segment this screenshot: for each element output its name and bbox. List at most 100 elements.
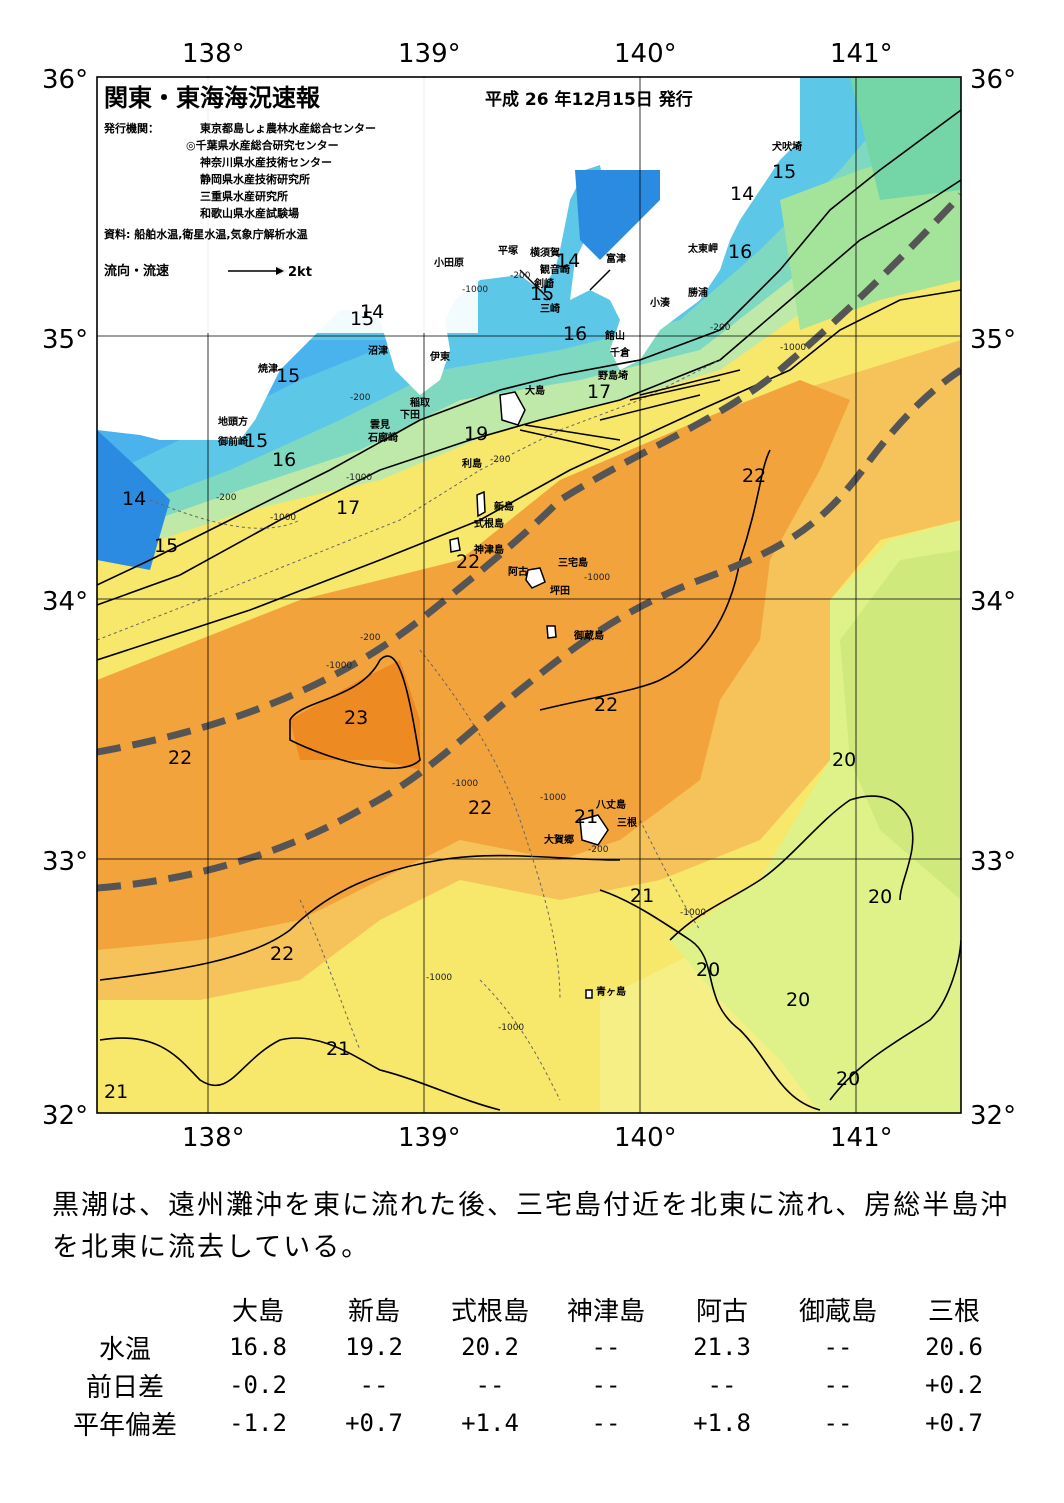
issuer-item: 静岡県水産技術研究所 [200,172,310,186]
lon-label: 139° [398,39,461,69]
table-cell: -1.2 [229,1409,287,1437]
isotherm-label: 17 [587,381,611,403]
isotherm-label: 16 [728,241,752,263]
table-cell: +1.4 [461,1409,519,1437]
issuer-label: 発行機関： [103,121,159,135]
row-header: 水温 [98,1334,151,1365]
place-label: 野島埼 [598,369,628,382]
lat-label: 35° [970,325,1016,355]
depth-label: -200 [360,633,381,643]
place-label: 小湊 [649,296,671,309]
depth-label: -1000 [270,513,296,523]
column-header: 御蔵島 [798,1296,877,1327]
isotherm-label: 15 [772,161,796,183]
place-label: 横須賀 [530,246,560,259]
isotherm-label: 21 [630,885,654,907]
place-label: 館山 [604,329,625,342]
table-corner [50,1290,200,1328]
isotherm-labels: 15 14 16 14 15 16 17 14 15 15 16 17 19 2… [104,161,892,1103]
table-cell: -- [475,1371,505,1399]
depth-labels: -200 -1000 -1000 -200 -200 -1000 -200 -1… [216,271,806,1033]
issue-date: 平成 26 年12月15日 発行 [485,89,693,110]
isotherm-label: 20 [786,989,810,1011]
place-label: 小田原 [433,256,464,269]
place-label: 伊東 [429,350,450,363]
place-label: 雲見 [370,419,390,431]
place-label: 犬吠埼 [772,140,802,153]
place-label: 三崎 [540,302,560,315]
table-cell: -- [591,1333,621,1361]
table-cell: +0.7 [345,1409,403,1437]
table-cell: -- [823,1333,853,1361]
isotherm-label: 15 [244,430,268,452]
depth-label: -200 [216,493,237,503]
table-cell: -- [823,1371,853,1399]
table-cell: -- [707,1371,737,1399]
isotherm-label: 14 [730,183,754,205]
isotherm-label: 15 [350,308,374,330]
place-label: 沼津 [368,344,388,357]
table-cell: +1.8 [693,1409,751,1437]
isotherm-label: 22 [742,465,766,487]
table-cell: -- [591,1409,621,1437]
place-label: 利島 [462,457,482,470]
flow-scale-label: 2kt [288,265,312,280]
isotherm-label: 20 [836,1068,860,1090]
place-label: 富津 [606,252,626,265]
issuer-item: 三重県水産研究所 [200,189,288,203]
lat-label: 33° [970,847,1016,877]
table-cell: -- [359,1371,389,1399]
isotherm-label: 22 [468,797,492,819]
row-header: 平年偏差 [72,1410,177,1441]
table-cell: 20.2 [461,1333,519,1361]
place-label: 千倉 [610,346,631,359]
table-header-row: 大島 新島 式根島 神津島 阿古 御蔵島 三根 [50,1290,1012,1328]
table-cell: +0.7 [925,1409,983,1437]
isotherm-label: 15 [530,283,554,305]
lon-label: 141° [830,39,893,69]
place-label: 新島 [494,500,514,513]
isotherm-label: 23 [344,707,368,729]
place-label: 焼津 [258,362,278,375]
issuer-item: ◎千葉県水産総合研究センター [186,138,339,152]
issuer-list: 東京都島しょ農林水産総合センター ◎千葉県水産総合研究センター 神奈川県水産技術… [186,121,376,220]
issuer-item: 東京都島しょ農林水産総合センター [200,121,376,135]
depth-label: -1000 [452,779,478,789]
table-row: 平年偏差 -1.2 +0.7 +1.4 -- +1.8 -- +0.7 [50,1404,1012,1442]
isotherm-label: 16 [272,449,296,471]
depth-label: -1000 [780,343,806,353]
depth-label: -1000 [540,793,566,803]
place-label: 三根 [617,816,637,829]
place-label: 坪田 [550,584,570,597]
sea-temperature-map: 関東・東海海況速報 平成 26 年12月15日 発行 発行機関： 東京都島しょ農… [42,39,1016,1153]
map-svg: 関東・東海海況速報 平成 26 年12月15日 発行 発行機関： 東京都島しょ農… [42,39,1016,1153]
place-label: 御前崎 [217,435,248,448]
isotherm-label: 21 [326,1038,350,1060]
depth-label: -200 [710,323,731,333]
place-label: 大島 [525,384,545,397]
place-label: 三宅島 [558,556,588,569]
row-header: 前日差 [85,1372,164,1403]
isotherm-label: 14 [122,488,146,510]
lat-label: 32° [42,1101,88,1131]
lat-label: 36° [42,65,88,95]
depth-label: -1000 [426,973,452,983]
column-header: 神津島 [566,1296,645,1327]
place-label: 剣崎 [533,277,554,290]
issuer-item: 和歌山県水産試験場 [200,206,299,220]
lon-label: 139° [398,1123,461,1153]
column-header: 大島 [231,1296,284,1327]
lon-label: 140° [614,1123,677,1153]
place-label: 太東岬 [687,242,718,255]
column-header: 三根 [927,1296,980,1327]
isotherm-label: 20 [696,959,720,981]
depth-label: -200 [350,393,371,403]
place-label: 八丈島 [595,798,626,811]
table-cell: -- [823,1409,853,1437]
place-label: 稲取 [410,396,431,409]
depth-label: -1000 [584,573,610,583]
issuer-item: 神奈川県水産技術センター [200,155,332,169]
table-row: 前日差 -0.2 -- -- -- -- -- +0.2 [50,1366,1012,1404]
data-sources: 資料: 船舶水温,衛星水温,気象庁解析水温 [104,227,308,241]
kuroshio-axis [97,192,961,892]
